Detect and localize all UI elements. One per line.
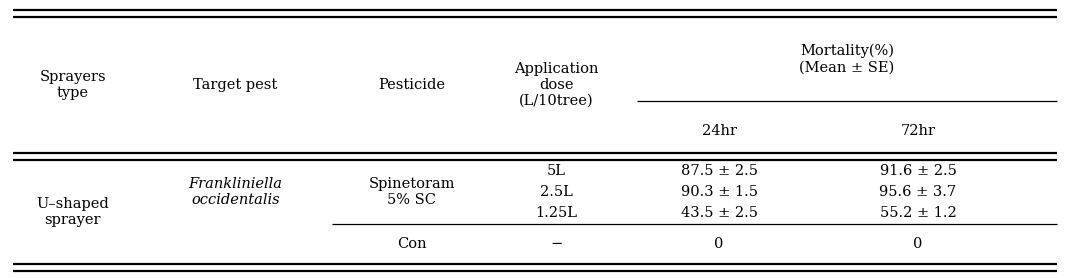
Text: 43.5 ± 2.5: 43.5 ± 2.5 — [681, 206, 758, 220]
Text: 5L: 5L — [547, 163, 566, 178]
Text: Spinetoram
5% SC: Spinetoram 5% SC — [369, 177, 455, 207]
Text: 72hr: 72hr — [901, 124, 935, 138]
Text: 87.5 ± 2.5: 87.5 ± 2.5 — [681, 163, 758, 178]
Text: 95.6 ± 3.7: 95.6 ± 3.7 — [880, 185, 957, 199]
Text: Mortality(%)
(Mean ± SE): Mortality(%) (Mean ± SE) — [799, 44, 895, 75]
Text: Sprayers
type: Sprayers type — [40, 70, 106, 100]
Text: Pesticide: Pesticide — [379, 78, 445, 92]
Text: U–shaped
sprayer: U–shaped sprayer — [36, 197, 109, 227]
Text: 1.25L: 1.25L — [535, 206, 578, 220]
Text: Frankliniella
occidentalis: Frankliniella occidentalis — [188, 177, 282, 207]
Text: Con: Con — [397, 237, 427, 251]
Text: 0: 0 — [914, 237, 922, 251]
Text: Application
dose
(L/10tree): Application dose (L/10tree) — [515, 62, 598, 108]
Text: Target pest: Target pest — [194, 78, 277, 92]
Text: 24hr: 24hr — [702, 124, 736, 138]
Text: 90.3 ± 1.5: 90.3 ± 1.5 — [681, 185, 758, 199]
Text: 91.6 ± 2.5: 91.6 ± 2.5 — [880, 163, 957, 178]
Text: 55.2 ± 1.2: 55.2 ± 1.2 — [880, 206, 957, 220]
Text: 0: 0 — [715, 237, 723, 251]
Text: 2.5L: 2.5L — [540, 185, 572, 199]
Text: −: − — [550, 237, 563, 251]
